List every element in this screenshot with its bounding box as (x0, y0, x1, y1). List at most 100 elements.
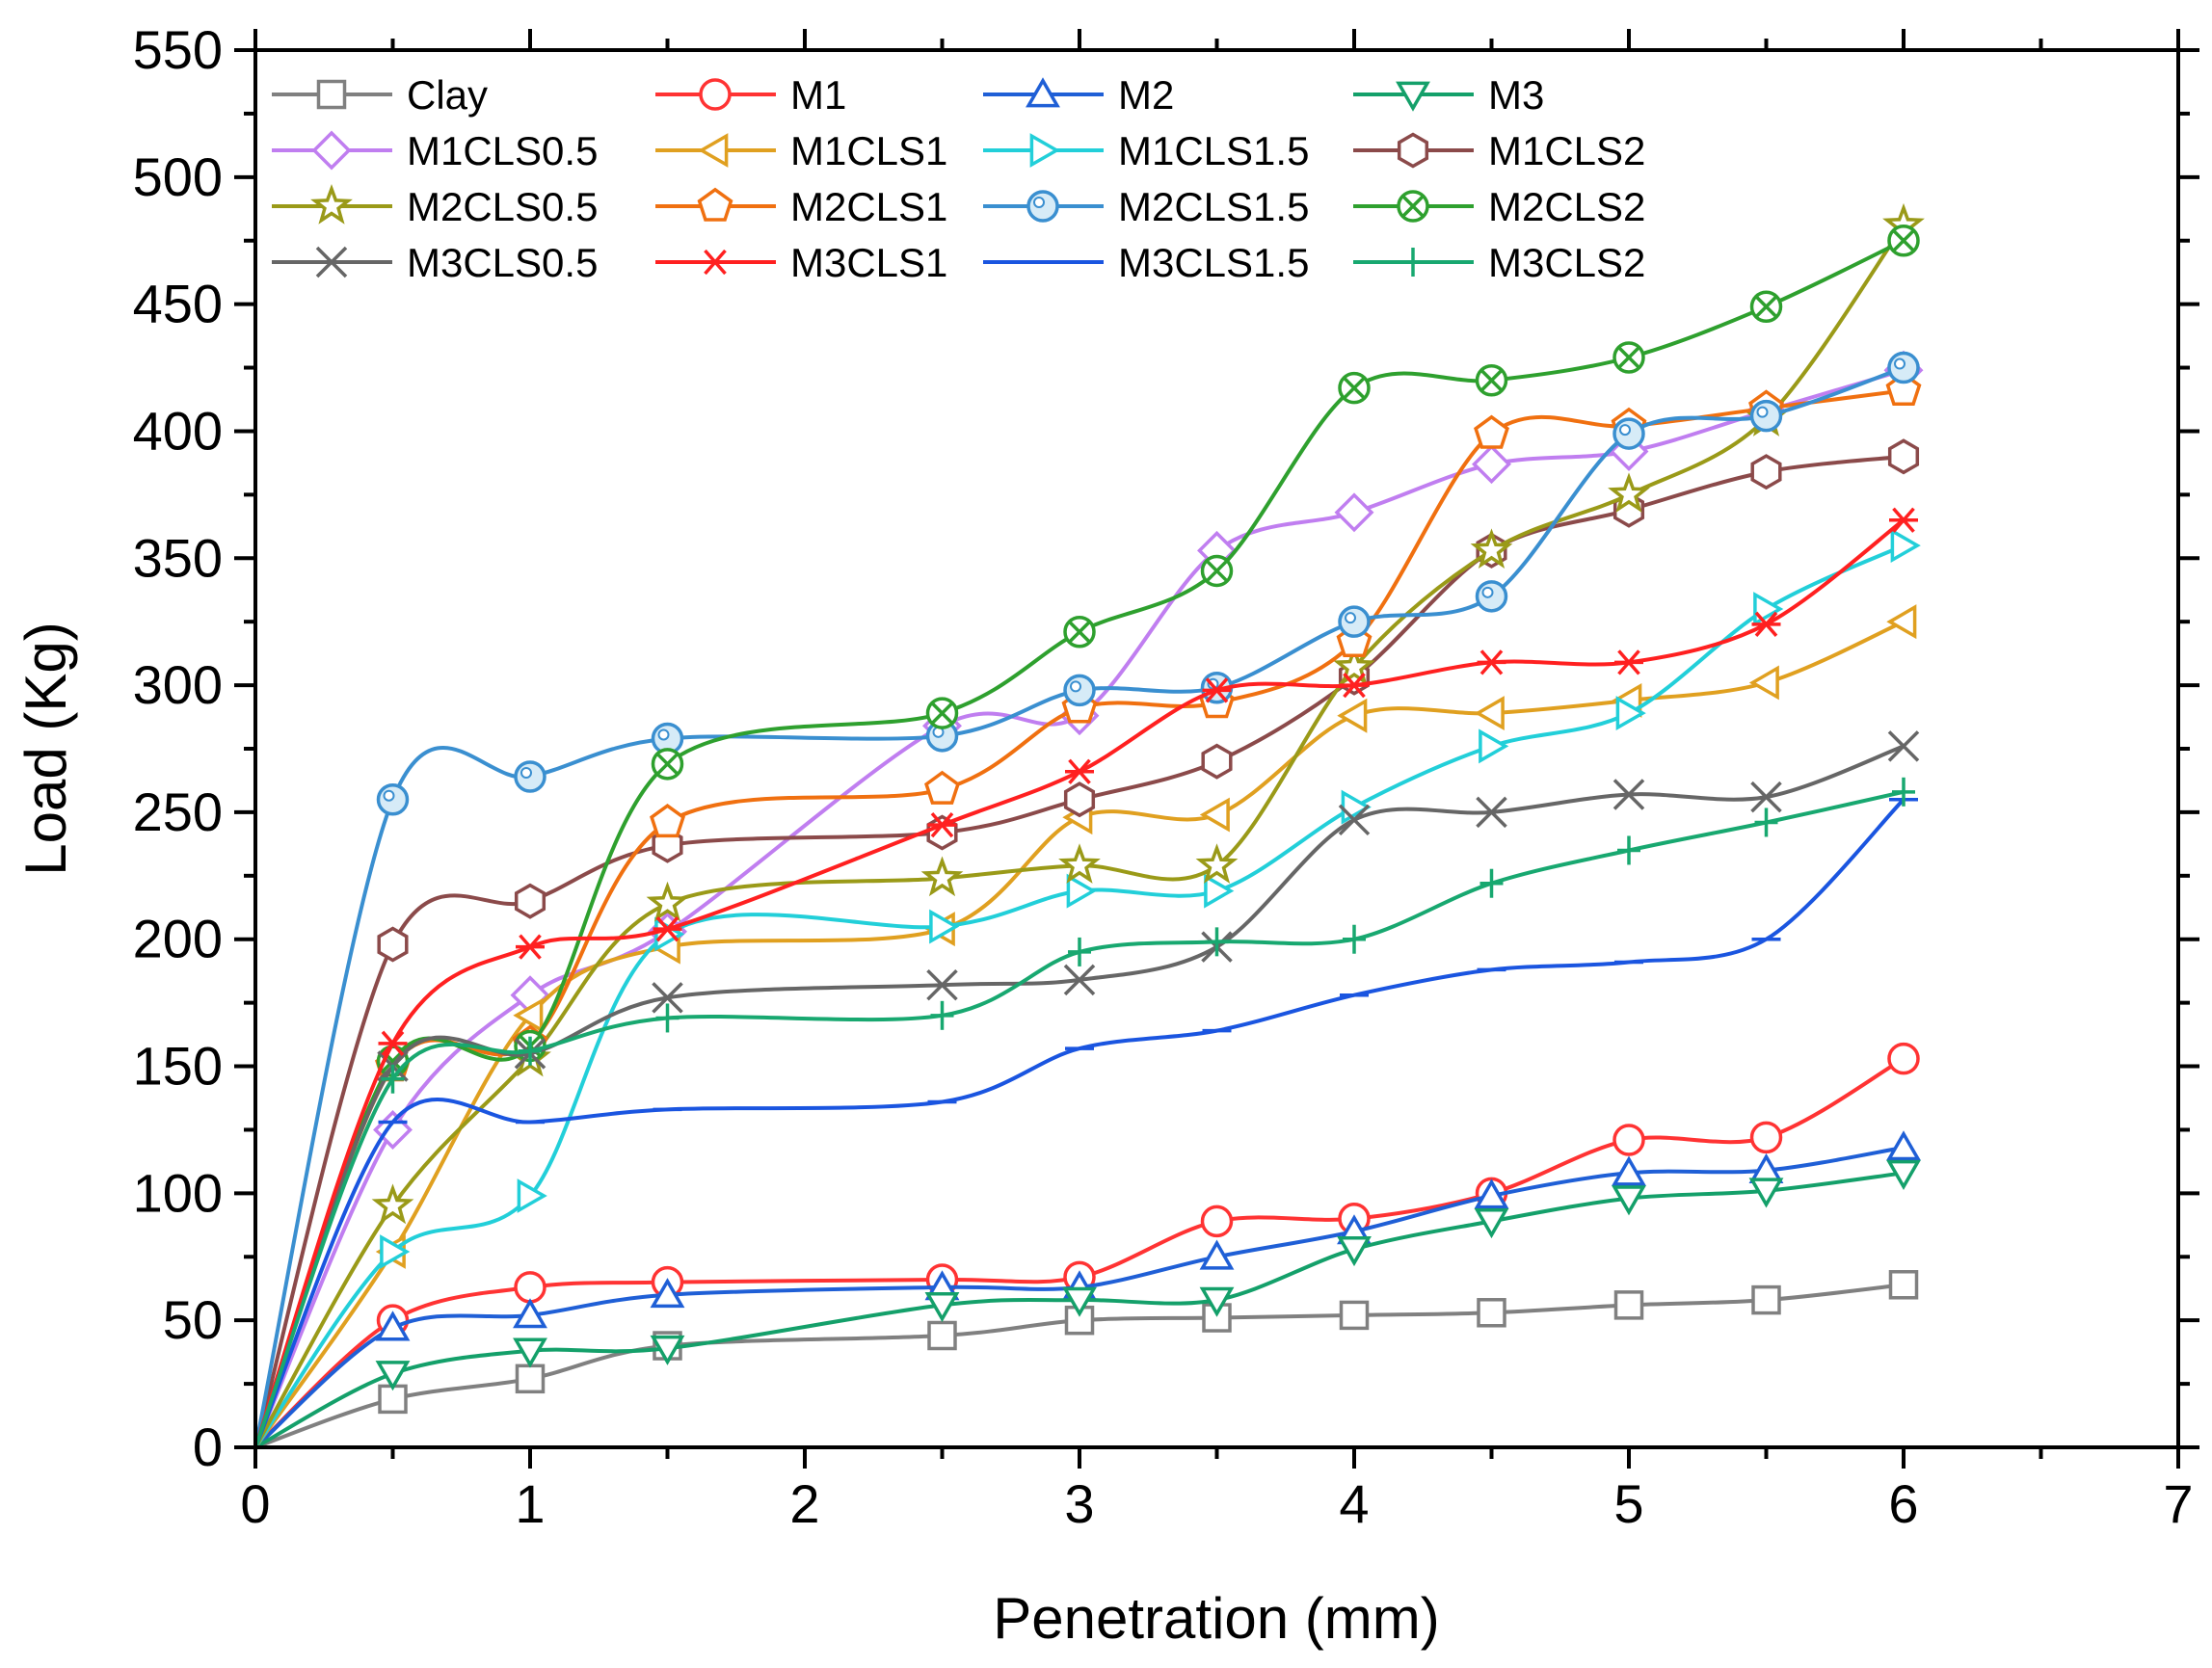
data-point-m1cls2 (377, 926, 409, 963)
data-point-m3cls0-5 (652, 982, 683, 1014)
legend-item-m3cls1: M3CLS1 (655, 240, 947, 285)
legend-marker-m1cls0-5 (311, 130, 352, 171)
data-point-m3cls2 (1479, 868, 1504, 898)
data-point-m2cls0-5 (1470, 528, 1513, 569)
data-point-m3cls2 (381, 1064, 405, 1094)
data-point-m2cls2 (1338, 371, 1371, 405)
data-point-m1cls1 (1886, 604, 1917, 640)
data-point-m2cls1 (924, 770, 960, 805)
series-m2cls1-5 (253, 351, 1920, 1448)
legend-item-m3: M3 (1353, 72, 1544, 118)
legend-label-m3cls0-5: M3CLS0.5 (407, 240, 598, 285)
legend-item-m2cls1-5: M2CLS1.5 (983, 184, 1309, 229)
data-point-m1cls1 (1474, 696, 1505, 731)
legend-item-m3cls2: M3CLS2 (1353, 240, 1645, 285)
y-tick-label: 50 (163, 1289, 223, 1350)
data-point-m1cls2 (1887, 438, 1920, 475)
data-point-m3 (1199, 1286, 1235, 1317)
data-point-clay (927, 1320, 957, 1351)
y-tick-label: 250 (133, 781, 223, 842)
series-m1 (253, 1042, 1920, 1449)
legend-item-m1cls1: M1CLS1 (655, 128, 947, 173)
legend-marker-m2cls2 (1397, 190, 1429, 223)
legend-item-m2cls1: M2CLS1 (655, 184, 947, 229)
legend-marker-m3cls1 (701, 249, 730, 276)
data-point-m1cls2 (1750, 454, 1782, 490)
data-point-m3cls1 (1889, 507, 1918, 533)
data-point-m2cls0-5 (1333, 645, 1375, 686)
legend-item-m1cls2: M1CLS2 (1353, 128, 1645, 173)
data-point-m2cls2 (1749, 290, 1783, 324)
data-point-m3cls1 (653, 916, 682, 942)
y-tick-label: 0 (193, 1416, 223, 1477)
series-layer (253, 202, 1925, 1449)
series-m3cls2 (253, 777, 1915, 1448)
data-point-m3 (375, 1361, 411, 1391)
legend-label-m1cls1: M1CLS1 (790, 128, 947, 173)
legend-item-m2cls0-5: M2CLS0.5 (272, 183, 598, 229)
data-point-m3 (1062, 1286, 1097, 1317)
data-point-m2cls2 (1200, 554, 1234, 588)
data-point-m1cls1 (1748, 665, 1779, 701)
data-point-clay (515, 1364, 546, 1394)
data-point-m1 (514, 1271, 546, 1304)
x-tick-label: 5 (1613, 1473, 1643, 1534)
data-point-m3cls1 (1340, 672, 1369, 699)
data-point-m2 (375, 1311, 411, 1341)
y-tick-label: 550 (133, 19, 223, 80)
data-point-m1cls1-5 (1066, 873, 1097, 909)
data-point-m2cls0-5 (1058, 843, 1101, 884)
legend-item-m2: M2 (983, 72, 1174, 118)
data-point-m2cls1-5 (1887, 351, 1920, 384)
legend-label-m3cls1: M3CLS1 (790, 240, 947, 285)
legend-label-m1: M1 (790, 72, 846, 118)
legend-marker-m1 (699, 78, 732, 111)
data-point-m2 (1886, 1130, 1921, 1161)
data-point-clay (1613, 1290, 1644, 1320)
y-tick-label: 400 (133, 400, 223, 461)
data-point-clay (1888, 1270, 1919, 1300)
legend-label-m2cls0-5: M2CLS0.5 (407, 184, 598, 229)
data-point-m3 (650, 1335, 685, 1365)
legend-marker-m1cls2 (1397, 132, 1429, 169)
data-point-m1cls1 (513, 997, 544, 1033)
data-point-m3 (1337, 1235, 1372, 1267)
data-point-m3cls0-5 (1063, 964, 1096, 996)
data-point-m2cls0-5 (920, 856, 964, 897)
y-tick-label: 150 (133, 1036, 223, 1097)
data-point-m3cls1 (1202, 677, 1232, 703)
data-point-m3cls2 (1892, 777, 1915, 807)
data-point-m2cls1 (1474, 414, 1509, 449)
data-point-m2cls2 (925, 697, 959, 729)
data-point-m3cls0-5 (1338, 804, 1371, 836)
data-point-m1cls1-5 (1890, 528, 1921, 564)
data-point-m3cls2 (1205, 927, 1229, 957)
legend-item-m3cls0-5: M3CLS0.5 (272, 240, 598, 285)
data-point-m3 (513, 1337, 547, 1368)
legend-label-m2cls1: M2CLS1 (790, 184, 947, 229)
series-m3cls0-5 (253, 730, 1920, 1448)
legend-marker-m2cls0-5 (310, 183, 353, 225)
x-tick-label: 0 (240, 1473, 270, 1534)
data-point-m2cls2 (1475, 363, 1508, 397)
data-point-m3cls1 (516, 934, 545, 960)
data-point-m3cls2 (1068, 937, 1091, 966)
y-tick-label: 450 (133, 274, 223, 334)
data-point-m3 (1748, 1178, 1784, 1208)
data-point-m3cls1 (1065, 758, 1094, 784)
y-tick-label: 200 (133, 909, 223, 969)
data-point-m3cls0-5 (1476, 796, 1507, 829)
data-point-m1cls1 (1337, 698, 1368, 733)
data-point-m2cls2 (1612, 341, 1645, 374)
series-m3 (254, 1159, 1921, 1449)
data-point-m1cls1-5 (1479, 728, 1509, 764)
data-point-m3 (1474, 1207, 1509, 1239)
x-tick-label: 3 (1064, 1473, 1094, 1534)
data-point-m1cls1-5 (929, 909, 960, 944)
data-point-m2cls2 (651, 748, 684, 781)
legend-label-m3cls1-5: M3CLS1.5 (1118, 240, 1309, 285)
data-point-m1cls0-5 (1334, 492, 1374, 533)
y-tick-label: 350 (133, 527, 223, 588)
data-point-m2cls2 (1063, 615, 1096, 649)
data-point-m1 (1749, 1121, 1783, 1154)
